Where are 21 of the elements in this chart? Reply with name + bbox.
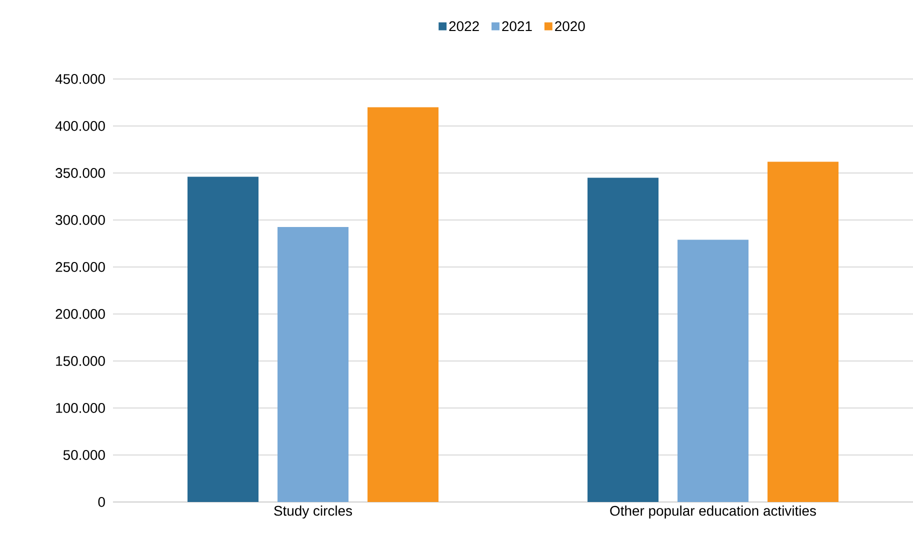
y-tick-label: 450.000: [55, 74, 105, 84]
y-tick-label: 0: [98, 497, 105, 507]
y-tick-label: 150.000: [56, 356, 105, 366]
legend-label: 2022: [449, 21, 479, 32]
y-tick-label: 350.000: [56, 168, 105, 178]
x-tick-label: Study circles: [274, 506, 352, 519]
legend-label: 2020: [555, 21, 585, 32]
bar: [368, 107, 439, 502]
y-tick-label: 100.000: [56, 403, 105, 413]
x-tick-label: Other popular education activities: [610, 506, 816, 519]
y-tick-label: 400.000: [55, 121, 105, 131]
bar: [588, 178, 659, 502]
bar: [188, 176, 259, 502]
bar: [768, 162, 839, 502]
y-tick-label: 300.000: [56, 215, 105, 225]
y-tick-label: 250.000: [56, 262, 105, 272]
y-tick-label: 200.000: [56, 309, 105, 319]
bar: [678, 240, 749, 502]
bar: [278, 227, 349, 502]
legend-label: 2021: [502, 21, 532, 32]
y-tick-label: 50.000: [63, 450, 105, 460]
